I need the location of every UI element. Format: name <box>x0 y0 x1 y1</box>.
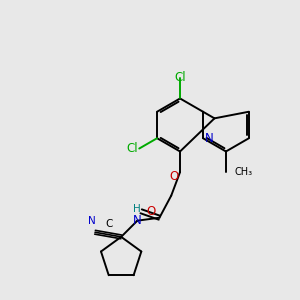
Text: CH₃: CH₃ <box>235 167 253 177</box>
Text: N: N <box>133 214 142 227</box>
Text: Cl: Cl <box>126 142 138 155</box>
Text: H: H <box>134 204 141 214</box>
Text: N: N <box>88 216 96 226</box>
Text: N: N <box>205 132 213 145</box>
Text: O: O <box>169 170 178 183</box>
Text: Cl: Cl <box>174 71 186 84</box>
Text: O: O <box>146 205 156 218</box>
Text: C: C <box>106 219 113 229</box>
